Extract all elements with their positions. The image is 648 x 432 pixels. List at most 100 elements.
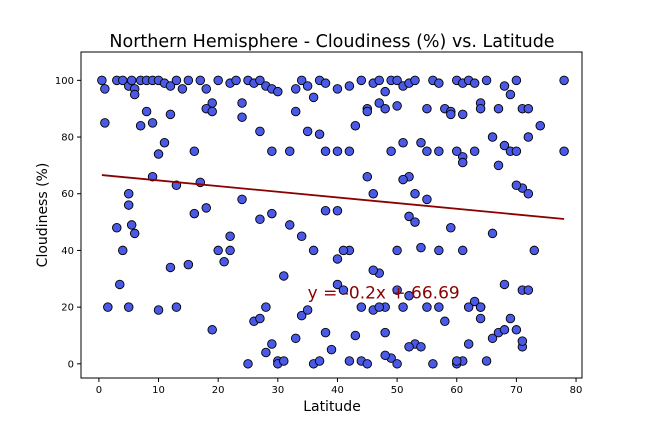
data-point	[487, 333, 498, 344]
data-point	[511, 146, 522, 156]
data-point	[267, 339, 277, 349]
data-point	[469, 78, 480, 88]
data-point	[314, 129, 325, 139]
x-tick-label: 30	[271, 385, 284, 396]
data-point	[404, 342, 414, 352]
data-point	[475, 302, 486, 312]
data-point	[123, 302, 134, 312]
data-point	[434, 245, 444, 256]
data-points	[97, 75, 569, 369]
data-point	[326, 344, 337, 355]
data-point	[255, 214, 265, 225]
data-point	[332, 84, 343, 94]
data-point	[457, 157, 468, 168]
data-point	[523, 103, 534, 114]
data-point	[505, 89, 516, 100]
data-point	[189, 208, 200, 219]
x-tick-label: 70	[510, 385, 523, 396]
data-point	[285, 146, 295, 156]
y-tick-label: 100	[55, 76, 74, 87]
y-tick-label: 0	[68, 359, 74, 370]
y-tick-label: 20	[61, 303, 74, 314]
data-point	[392, 101, 402, 111]
data-point	[171, 302, 182, 312]
data-point	[261, 302, 271, 312]
data-point	[457, 245, 468, 256]
data-point	[505, 313, 516, 324]
data-point	[344, 146, 355, 156]
data-point	[410, 217, 420, 227]
data-point	[440, 316, 450, 327]
data-point	[219, 257, 229, 267]
data-point	[362, 106, 373, 117]
data-point	[332, 146, 343, 156]
data-point	[213, 245, 223, 256]
data-point	[115, 279, 125, 290]
x-tick-label: 0	[96, 385, 102, 396]
data-point	[434, 302, 444, 312]
y-tick-label: 80	[61, 133, 74, 144]
data-point	[356, 75, 367, 86]
data-point	[338, 245, 349, 256]
data-point	[392, 359, 402, 369]
data-point	[153, 149, 164, 159]
data-point	[344, 356, 355, 366]
data-point	[374, 75, 384, 86]
data-point	[362, 359, 373, 369]
data-point	[392, 285, 402, 295]
data-point	[255, 75, 265, 86]
data-point	[368, 188, 379, 199]
data-point	[177, 84, 188, 94]
data-point	[320, 327, 331, 338]
data-point	[475, 103, 486, 114]
data-point	[231, 75, 241, 86]
x-tick-label: 40	[331, 385, 344, 396]
data-point	[302, 81, 313, 91]
data-point	[511, 325, 522, 335]
data-point	[141, 106, 152, 117]
data-point	[386, 146, 396, 156]
data-point	[201, 203, 211, 213]
data-point	[320, 146, 331, 156]
data-point	[559, 75, 569, 86]
data-point	[380, 103, 390, 114]
data-point	[112, 223, 122, 233]
x-axis-ticks: 0 10 20 30 40 50 60 70 80	[96, 378, 582, 396]
data-point	[153, 305, 164, 315]
data-point	[523, 132, 534, 142]
data-point	[320, 205, 331, 216]
data-point	[290, 84, 301, 94]
x-tick-label: 10	[152, 385, 165, 396]
data-point	[511, 180, 522, 190]
data-point	[499, 325, 510, 335]
y-axis-ticks: 0 20 40 60 80 100	[55, 76, 81, 370]
data-point	[183, 75, 194, 86]
data-point	[129, 228, 140, 239]
data-point	[213, 75, 223, 86]
data-point	[481, 75, 492, 86]
x-tick-label: 20	[212, 385, 225, 396]
data-point	[463, 302, 474, 312]
plot-frame	[80, 51, 583, 379]
data-point	[171, 75, 182, 86]
data-point	[392, 245, 402, 256]
data-point	[475, 313, 486, 324]
data-point	[434, 146, 444, 156]
data-point	[296, 310, 307, 321]
data-point	[302, 126, 313, 137]
data-point	[332, 279, 343, 290]
data-point	[273, 86, 283, 97]
data-point	[189, 146, 200, 156]
data-point	[499, 279, 510, 290]
y-axis-label: Cloudiness (%)	[35, 163, 51, 268]
data-point	[410, 75, 420, 86]
data-point	[165, 109, 176, 120]
data-point	[201, 84, 211, 94]
data-point	[374, 302, 384, 312]
data-point	[493, 103, 504, 114]
data-point	[487, 132, 498, 142]
data-point	[416, 242, 426, 253]
data-point	[434, 78, 444, 88]
data-point	[195, 75, 206, 86]
data-point	[350, 120, 361, 131]
